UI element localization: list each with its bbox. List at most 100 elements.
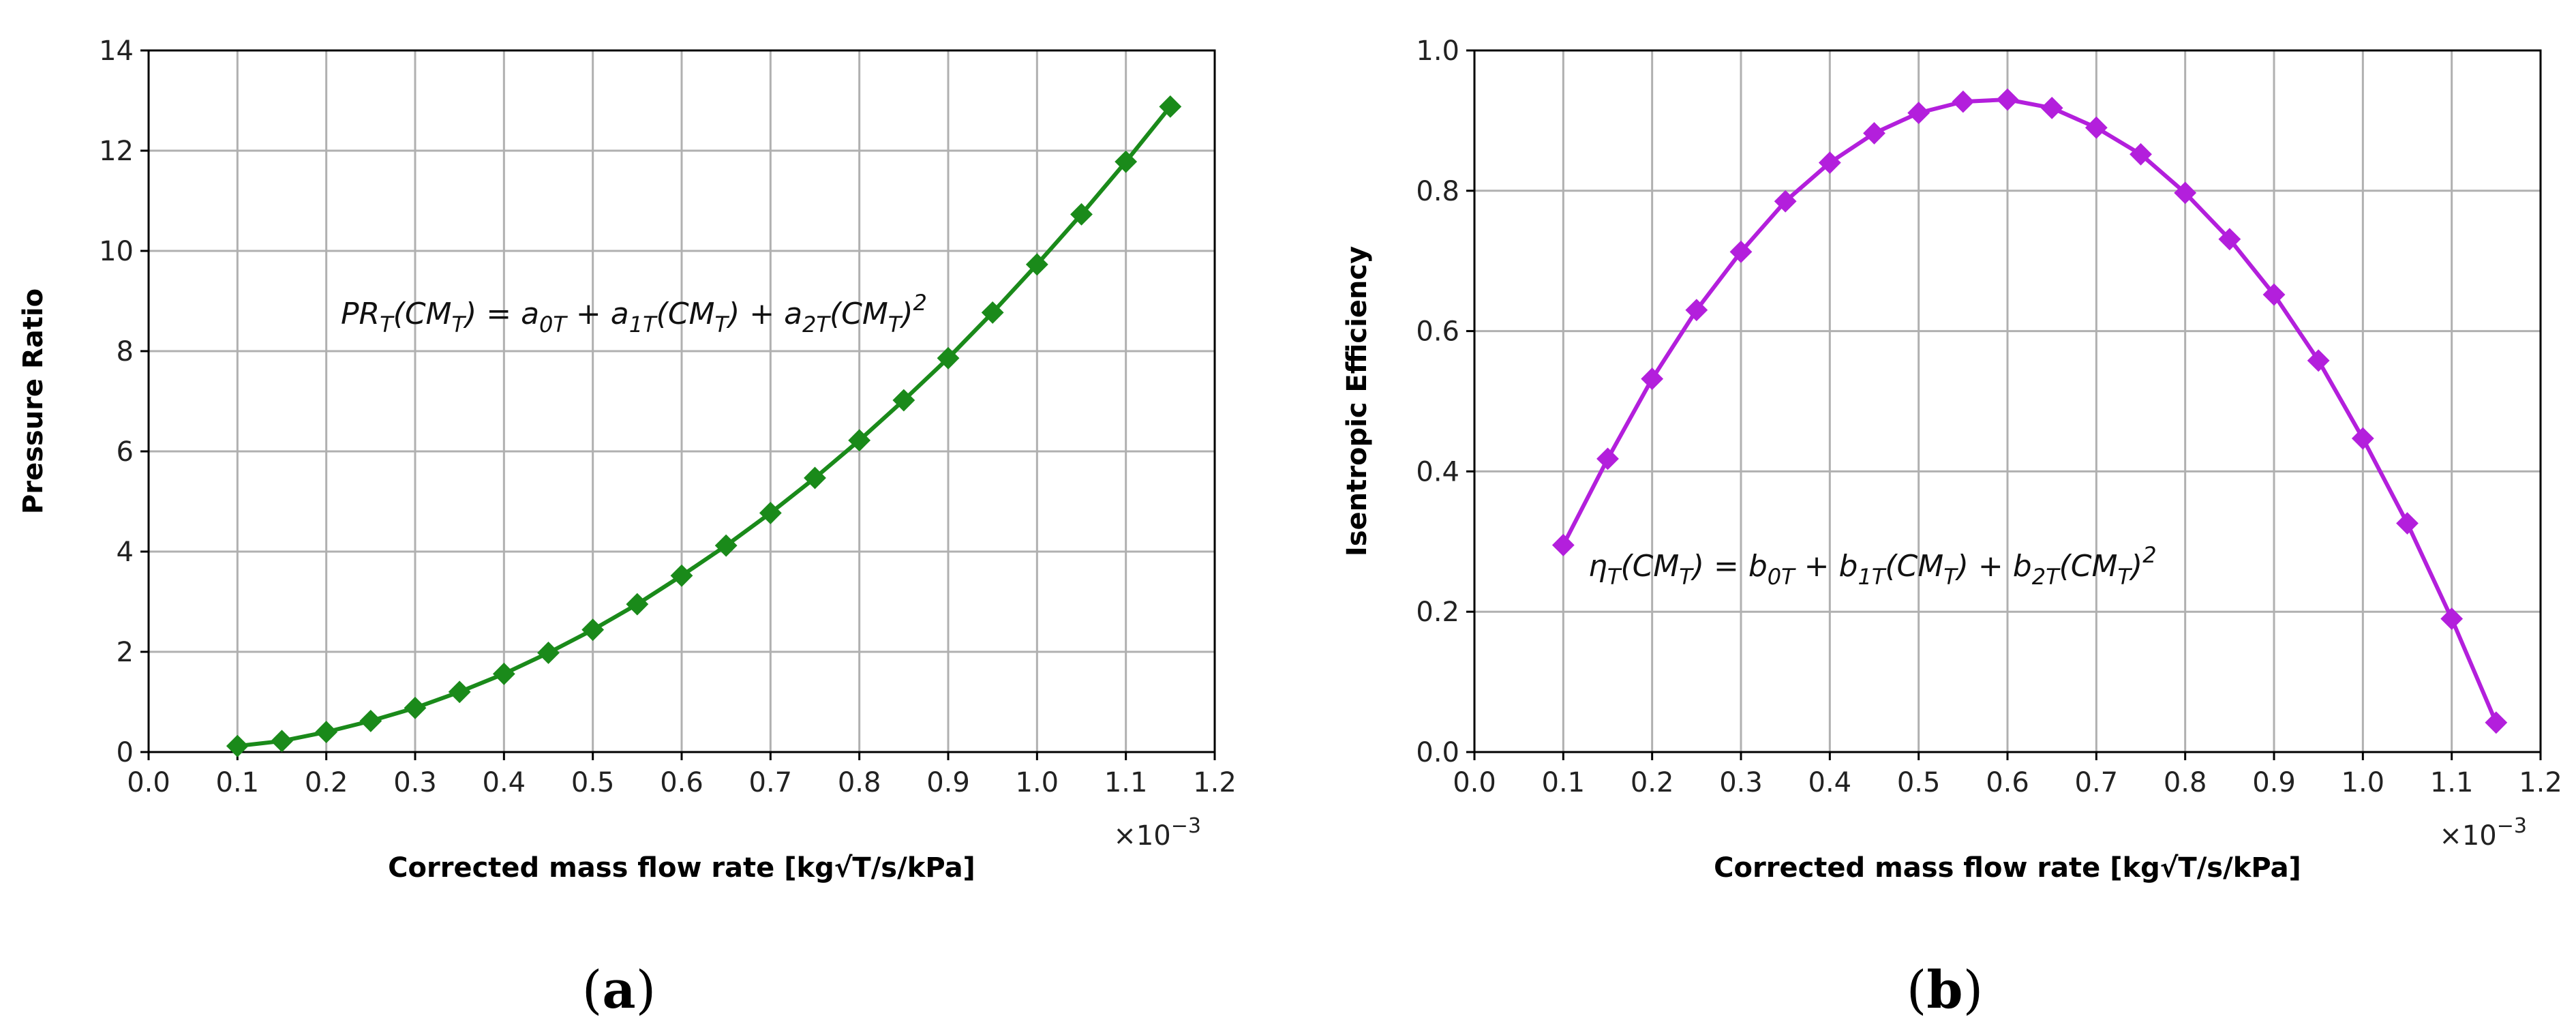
data-point — [1115, 150, 1138, 173]
equation-part: ) + a — [726, 297, 802, 331]
chart-panel-a: 0.0 0.1 0.2 0.3 0.4 0.5 0.6 0.7 0.8 0.9 1.0 1.1 1.2 0… — [18, 35, 1237, 1020]
y-tick-label: 10 — [99, 236, 134, 267]
data-point — [981, 301, 1004, 324]
equation-part: T — [715, 312, 730, 338]
x-tick-label: 0.0 — [1453, 767, 1496, 798]
equation-part: + b — [1795, 549, 1858, 584]
caption-close-paren: ) — [1963, 959, 1984, 1020]
x-tick-label: 1.0 — [2342, 767, 2385, 798]
x-tick-label: 1.2 — [2519, 767, 2562, 798]
equation-part: (CM — [2059, 549, 2118, 584]
data-point — [1729, 240, 1753, 263]
y-tick-label: 6 — [117, 436, 134, 468]
data-point — [626, 592, 649, 616]
data-point — [537, 642, 560, 664]
x-axis-label: Corrected mass flow rate [kg√T/s/kPa] — [1714, 852, 2301, 884]
equation-annotation: ηT(CMT) = b0T + b1T(CMT) + b2T(CMT)2 — [1588, 542, 2157, 590]
y-tick-label: 0.0 — [1416, 737, 1459, 768]
x-axis-multiplier-base: ×10 — [1113, 820, 1170, 852]
x-tick-label: 0.5 — [571, 767, 615, 798]
y-tick-label: 2 — [117, 637, 134, 668]
data-point — [2085, 116, 2108, 139]
data-point — [2262, 283, 2286, 306]
equation-part: 2 — [913, 290, 927, 316]
data-point — [492, 662, 515, 685]
data-point — [271, 730, 293, 753]
x-tick-label: 0.2 — [305, 767, 348, 798]
caption-letter: a — [602, 959, 635, 1020]
x-axis-multiplier-base: ×10 — [2439, 820, 2496, 852]
x-tick-label: 0.5 — [1897, 767, 1941, 798]
data-point — [937, 346, 960, 370]
equation-part: 2T — [2032, 564, 2061, 590]
y-tick-label: 0.8 — [1416, 176, 1459, 207]
x-tick-label: 0.1 — [1542, 767, 1586, 798]
x-axis-multiplier-exponent: −3 — [1171, 814, 1201, 838]
y-tick-label: 4 — [117, 537, 134, 568]
data-point — [1025, 253, 1048, 276]
x-axis-multiplier: ×10−3 — [2439, 814, 2527, 852]
y-tick-label: 12 — [99, 136, 134, 167]
equation-part: ) = a — [463, 297, 539, 331]
x-axis-multiplier: ×10−3 — [1113, 814, 1201, 852]
x-tick-label: 0.3 — [393, 767, 437, 798]
y-axis-label: Isentropic Efficiency — [1342, 246, 1373, 556]
data-point — [1952, 90, 1975, 113]
x-tick-label: 1.1 — [1104, 767, 1148, 798]
x-tick-label: 1.0 — [1016, 767, 1059, 798]
y-tick-label: 0 — [117, 737, 134, 768]
x-tick-label: 0.9 — [926, 767, 970, 798]
equation-part: T — [452, 312, 467, 338]
data-point — [1070, 202, 1093, 226]
data-point — [2174, 181, 2197, 205]
equation-part: T — [2117, 564, 2132, 590]
data-point — [2307, 349, 2330, 372]
equation-base: η — [1588, 549, 1607, 584]
x-tick-label: 0.6 — [660, 767, 703, 798]
equation-part: T — [1679, 564, 1694, 590]
equation-part: (CM — [1620, 549, 1679, 584]
data-point — [892, 389, 915, 412]
equation-part: + a — [566, 297, 629, 331]
y-tick-label: 1.0 — [1416, 35, 1459, 67]
x-tick-label: 0.7 — [749, 767, 793, 798]
caption-open-paren: ( — [582, 959, 603, 1020]
data-point — [2130, 142, 2152, 166]
data-point — [1996, 88, 2019, 111]
x-tick-label: 0.2 — [1631, 767, 1674, 798]
y-tick-label: 14 — [99, 35, 134, 67]
equation-annotation: PRT(CMT) = a0T + a1T(CMT) + a2T(CMT)2 — [341, 290, 927, 338]
data-point — [2218, 228, 2241, 251]
panel-caption: (a) — [582, 959, 656, 1020]
x-tick-label: 1.1 — [2430, 767, 2474, 798]
x-axis-label: Corrected mass flow rate [kg√T/s/kPa] — [388, 852, 975, 884]
equation-part: ) = b — [1691, 549, 1768, 584]
data-point — [804, 466, 826, 490]
y-tick-label: 0.2 — [1416, 597, 1459, 628]
data-point — [1596, 447, 1619, 470]
x-tick-label: 0.7 — [2075, 767, 2119, 798]
data-point — [315, 721, 338, 744]
equation-subscript: T — [1607, 564, 1622, 590]
equation-part: 2T — [802, 312, 831, 338]
data-point — [1685, 299, 1708, 322]
panel-caption: (b) — [1907, 959, 1983, 1020]
data-point — [359, 710, 382, 732]
equation-part: 0T — [539, 312, 568, 338]
data-point — [670, 564, 693, 587]
data-point — [1159, 95, 1182, 118]
equation-part: (CM — [393, 297, 452, 331]
data-point — [2440, 608, 2464, 630]
data-point — [448, 680, 471, 704]
equation-part: 1T — [1858, 564, 1886, 590]
y-axis-label: Pressure Ratio — [18, 288, 49, 514]
data-point — [2485, 711, 2508, 734]
x-tick-label: 0.9 — [2252, 767, 2296, 798]
chart-panel-b: 0.0 0.1 0.2 0.3 0.4 0.5 0.6 0.7 0.8 0.9 1.0 1.1 1.2 0… — [1342, 35, 2562, 1020]
equation-part: (CM — [656, 297, 715, 331]
equation-subscript: T — [380, 312, 395, 338]
x-axis-multiplier-exponent: −3 — [2497, 814, 2527, 838]
equation-part: T — [888, 312, 903, 338]
x-tick-label: 0.4 — [1808, 767, 1852, 798]
